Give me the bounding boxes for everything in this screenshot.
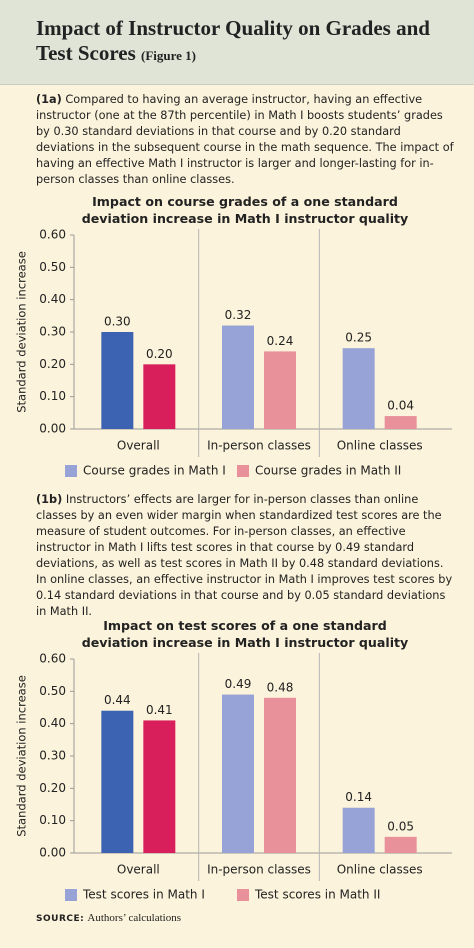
- y-tick-label: 0.40: [39, 292, 66, 306]
- description-text: Instructors’ effects are larger for in-p…: [36, 493, 453, 618]
- bar: [222, 325, 254, 429]
- x-tick-label: In-person classes: [207, 863, 311, 877]
- y-tick-label: 0.30: [39, 749, 66, 763]
- x-tick-label: Online classes: [337, 863, 423, 877]
- value-label: 0.49: [225, 677, 252, 691]
- y-tick-label: 0.60: [39, 229, 66, 242]
- bar: [143, 720, 176, 853]
- header: Impact of Instructor Quality on Grades a…: [0, 0, 474, 85]
- y-tick-label: 0.20: [39, 781, 66, 795]
- y-tick-label: 0.00: [39, 422, 66, 436]
- bar: [342, 348, 375, 429]
- legend-label: Test scores in Math I: [82, 888, 205, 902]
- chart-panel: Impact on test scores of a one standard …: [0, 617, 474, 909]
- chart-title: Impact on course grades of a one standar…: [81, 194, 409, 226]
- value-label: 0.41: [146, 703, 173, 717]
- x-tick-label: Overall: [117, 439, 160, 453]
- bar: [143, 364, 176, 429]
- title-block: Impact of Instructor Quality on Grades a…: [36, 16, 456, 68]
- bar: [384, 836, 417, 853]
- legend-swatch: [237, 889, 249, 901]
- value-label: 0.44: [104, 693, 131, 707]
- source-text: Authors’ calculations: [87, 912, 181, 924]
- y-tick-label: 0.20: [39, 357, 66, 371]
- value-label: 0.32: [225, 308, 252, 322]
- value-label: 0.05: [387, 819, 414, 833]
- x-tick-label: Overall: [117, 863, 160, 877]
- chart-title: Impact on test scores of a one standard …: [81, 618, 409, 650]
- bar: [101, 710, 134, 853]
- description-label: (1a): [36, 93, 62, 106]
- description: (1a) Compared to having an average instr…: [36, 92, 456, 188]
- bar: [101, 332, 134, 429]
- description-text: Compared to having an average instructor…: [36, 93, 454, 186]
- value-label: 0.20: [146, 347, 173, 361]
- value-label: 0.14: [345, 790, 372, 804]
- legend-label: Course grades in Math II: [255, 464, 401, 478]
- y-tick-label: 0.50: [39, 260, 66, 274]
- y-tick-label: 0.50: [39, 684, 66, 698]
- value-label: 0.48: [267, 680, 294, 694]
- bar: [264, 697, 296, 853]
- bar: [222, 694, 254, 853]
- figure-label: (Figure 1): [141, 48, 196, 63]
- y-tick-label: 0.30: [39, 325, 66, 339]
- y-axis-label: Standard deviation increase: [15, 251, 29, 413]
- y-axis-label: Standard deviation increase: [15, 675, 29, 837]
- value-label: 0.04: [387, 399, 414, 413]
- chart-panel: Impact on course grades of a one standar…: [0, 193, 474, 485]
- legend-label: Course grades in Math I: [83, 464, 226, 478]
- y-tick-label: 0.60: [39, 653, 66, 666]
- legend-label: Test scores in Math II: [254, 888, 380, 902]
- y-tick-label: 0.00: [39, 846, 66, 860]
- chart: Standard deviation increase 0.00 0.10 0.20 0…: [15, 653, 452, 902]
- legend-swatch: [65, 465, 77, 477]
- y-tick-label: 0.10: [39, 389, 66, 403]
- bar: [384, 416, 417, 429]
- value-label: 0.25: [345, 331, 372, 345]
- legend-swatch: [65, 889, 77, 901]
- x-tick-label: In-person classes: [207, 439, 311, 453]
- legend-swatch: [237, 465, 249, 477]
- x-tick-label: Online classes: [337, 439, 423, 453]
- y-tick-label: 0.10: [39, 813, 66, 827]
- bar: [264, 351, 296, 429]
- chart: Standard deviation increase 0.00 0.10 0.20 0…: [15, 229, 452, 478]
- description-label: (1b): [36, 493, 63, 506]
- value-label: 0.24: [267, 334, 294, 348]
- source: SOURCE: Authors’ calculations: [36, 912, 181, 924]
- title: Impact of Instructor Quality on Grades a…: [36, 16, 430, 65]
- source-label: SOURCE:: [36, 914, 85, 924]
- bar: [342, 807, 375, 853]
- y-tick-label: 0.40: [39, 716, 66, 730]
- description: (1b) Instructors’ effects are larger for…: [36, 492, 456, 620]
- value-label: 0.30: [104, 315, 131, 329]
